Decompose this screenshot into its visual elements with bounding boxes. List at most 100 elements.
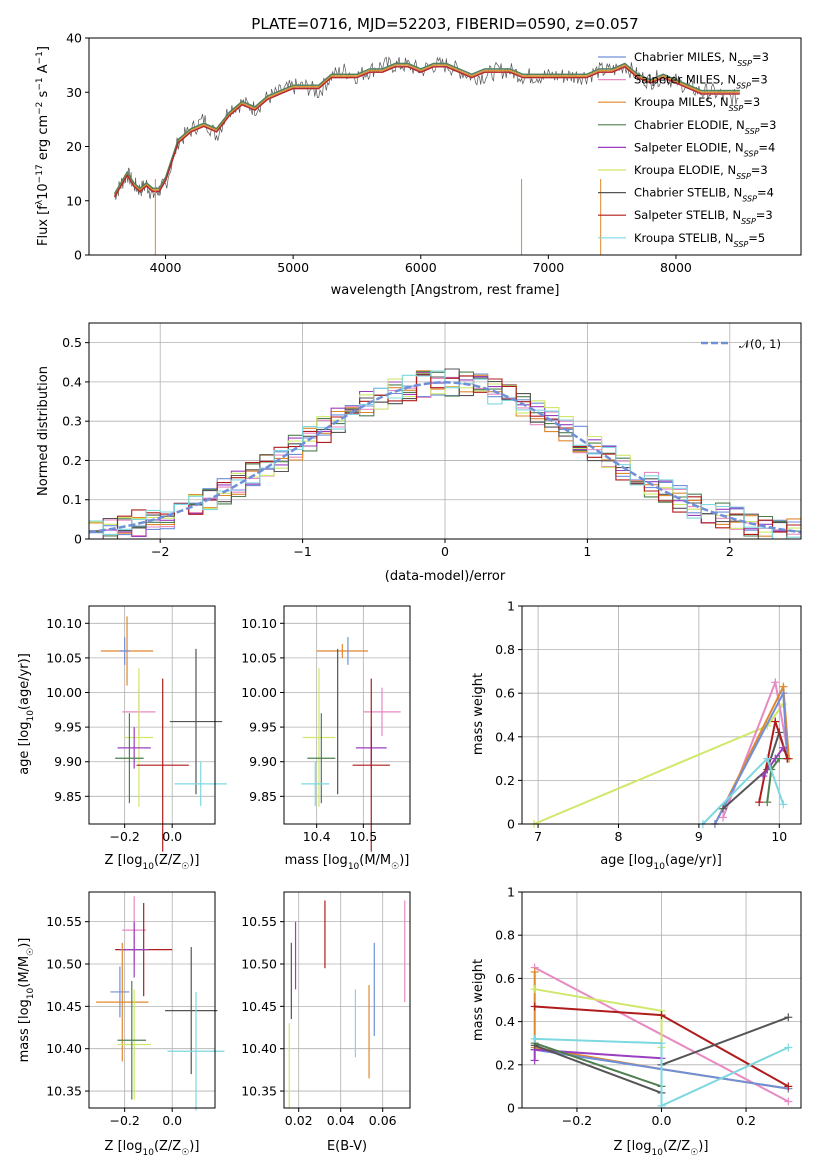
residuals-xlabel: (data-model)/error xyxy=(385,569,506,584)
y-tick-label: 10.05 xyxy=(46,650,82,665)
mass-vs-z-xlabel: Z [log10(Z/Z☉)] xyxy=(105,1139,200,1158)
x-tick-label: 10.4 xyxy=(303,829,331,844)
errorbar-point-kroupa-stelib xyxy=(174,761,227,807)
errorbar-point-salpeter-stelib xyxy=(136,678,189,852)
y-tick-label: 30 xyxy=(66,85,82,100)
errorbar-point-chabrier-stelib xyxy=(165,947,218,1075)
weight-marker xyxy=(719,813,728,822)
errorbar-point-kroupa-stelib xyxy=(301,761,330,807)
x-tick-label: 0 xyxy=(441,544,449,559)
y-tick-label: 9.95 xyxy=(249,720,277,735)
y-tick-label: 9.90 xyxy=(249,754,277,769)
weight-marker xyxy=(763,754,772,763)
weight-marker xyxy=(657,1011,666,1020)
y-tick-label: 20 xyxy=(66,139,82,154)
x-tick-label: 7 xyxy=(534,829,542,844)
weight-vs-metallicity-panel: −0.2 0.0 0.2 0 0.2 0.4 0.6 0.8 1 Z [log10(Z/Z☉)]… xyxy=(471,885,802,1158)
residuals-ylabel: Normed distribution xyxy=(36,366,51,496)
y-tick-label: 40 xyxy=(66,31,82,46)
model-spectrum-chabrier_elodie xyxy=(113,62,740,195)
legend-label: Kroupa ELODIE, NSSP=3 xyxy=(634,163,768,181)
errorbar-point-chabrier-elodie xyxy=(307,713,336,804)
mass-vs-metallicity-panel: −0.2 0.0 10.35 10.40 10.45 10.50 10.55 Z [log1… xyxy=(17,891,225,1158)
y-tick-label: 0 xyxy=(507,817,515,832)
errorbar-point-chabrier-miles xyxy=(110,966,130,1018)
errorbar-point-salpeter-miles xyxy=(363,687,401,737)
x-tick-label: −0.2 xyxy=(109,829,139,844)
weight-marker xyxy=(771,678,780,687)
age-vs-z-ylabel: age [log10(age/yr)] xyxy=(17,653,36,775)
weight-marker xyxy=(763,798,772,807)
x-tick-label: 8000 xyxy=(660,260,692,275)
y-tick-label: 0 xyxy=(507,1101,515,1116)
y-tick-label: 10.45 xyxy=(241,999,277,1014)
y-tick-label: 0.6 xyxy=(495,971,515,986)
mass-vs-ebv-xlabel: E(B-V) xyxy=(327,1139,367,1154)
legend-label: Salpeter MILES, NSSP=3 xyxy=(634,73,768,91)
x-tick-label: 0.0 xyxy=(652,1113,672,1128)
x-tick-label: 10 xyxy=(771,829,787,844)
x-tick-label: 0.2 xyxy=(736,1113,756,1128)
weight-marker xyxy=(530,1056,539,1065)
model-spectrum-salpeter_stelib xyxy=(113,65,740,198)
x-tick-label: −2 xyxy=(151,544,169,559)
weight-marker xyxy=(784,1097,793,1106)
y-tick-label: 10.55 xyxy=(241,914,277,929)
x-tick-label: 0.0 xyxy=(162,1113,182,1128)
y-tick-label: 0.2 xyxy=(62,453,82,468)
y-tick-label: 0.2 xyxy=(495,1057,515,1072)
errorbar-point-salpeter-elodie xyxy=(117,727,151,769)
x-tick-label: 6000 xyxy=(405,260,437,275)
y-tick-label: 10 xyxy=(66,193,82,208)
y-tick-label: 0.4 xyxy=(495,729,515,744)
y-tick-label: 0.4 xyxy=(62,374,82,389)
x-tick-label: 10.5 xyxy=(349,829,377,844)
weight-marker xyxy=(759,772,768,781)
y-tick-label: 10.05 xyxy=(241,650,277,665)
mass-vs-ebv-panel: 0.02 0.04 0.06 10.35 10.40 10.45 10.50 10.55 E(… xyxy=(241,891,411,1154)
legend-label: Salpeter ELODIE, NSSP=4 xyxy=(634,140,775,158)
residuals-legend: 𝒩(0, 1) xyxy=(701,337,781,351)
weight-marker xyxy=(775,754,784,763)
weight-marker xyxy=(530,985,539,994)
age-vs-mass-panel: 10.4 10.5 9.85 9.90 9.95 10.00 10.05 10.10 mass… xyxy=(241,605,411,872)
errorbar-point-chabrier-elodie xyxy=(115,713,144,804)
y-tick-label: 9.90 xyxy=(54,754,82,769)
weight-marker xyxy=(784,1013,793,1022)
x-tick-label: 8 xyxy=(615,829,623,844)
y-tick-label: 0 xyxy=(74,532,82,547)
weight-marker xyxy=(783,754,792,763)
legend-label-normal: 𝒩(0, 1) xyxy=(739,337,781,351)
y-tick-label: 0.8 xyxy=(495,642,515,657)
x-tick-label: 0.06 xyxy=(369,1113,397,1128)
weight-marker xyxy=(719,804,728,813)
weight-line-kroupa-stelib xyxy=(534,1037,789,1108)
y-tick-label: 10.55 xyxy=(46,914,82,929)
weight-marker xyxy=(771,717,780,726)
y-tick-label: 10.40 xyxy=(46,1041,82,1056)
axes-frame xyxy=(88,605,216,825)
x-tick-label: −1 xyxy=(293,544,311,559)
legend-label: Chabrier MILES, NSSP=3 xyxy=(634,50,769,68)
y-tick-label: 10.10 xyxy=(46,616,82,631)
y-tick-label: 10.00 xyxy=(241,685,277,700)
y-tick-label: 10.50 xyxy=(241,957,277,972)
x-tick-label: 5000 xyxy=(277,260,309,275)
spectrum-panel: PLATE=0716, MJD=52203, FIBERID=0590, z=0… xyxy=(35,15,802,298)
errorbar-point-kroupa-miles xyxy=(316,644,368,658)
x-tick-label: 1 xyxy=(583,544,591,559)
x-tick-label: −0.2 xyxy=(109,1113,139,1128)
legend-label: Kroupa MILES, NSSP=3 xyxy=(634,95,760,113)
legend-label: Kroupa STELIB, NSSP=5 xyxy=(634,231,765,249)
weight-marker xyxy=(530,1002,539,1011)
x-tick-label: 0.0 xyxy=(162,829,182,844)
y-tick-label: 10.35 xyxy=(46,1084,82,1099)
y-tick-label: 0.8 xyxy=(495,928,515,943)
age-vs-mass-xlabel: mass [log10(M/M☉)] xyxy=(285,853,410,872)
weight-vs-age-ylabel: mass weight xyxy=(471,673,486,755)
errorbar-point-chabrier-elodie xyxy=(117,980,147,1100)
weight-marker xyxy=(779,743,788,752)
residual-histogram-kroupa_stelib xyxy=(89,370,801,540)
weight-marker xyxy=(779,689,788,698)
